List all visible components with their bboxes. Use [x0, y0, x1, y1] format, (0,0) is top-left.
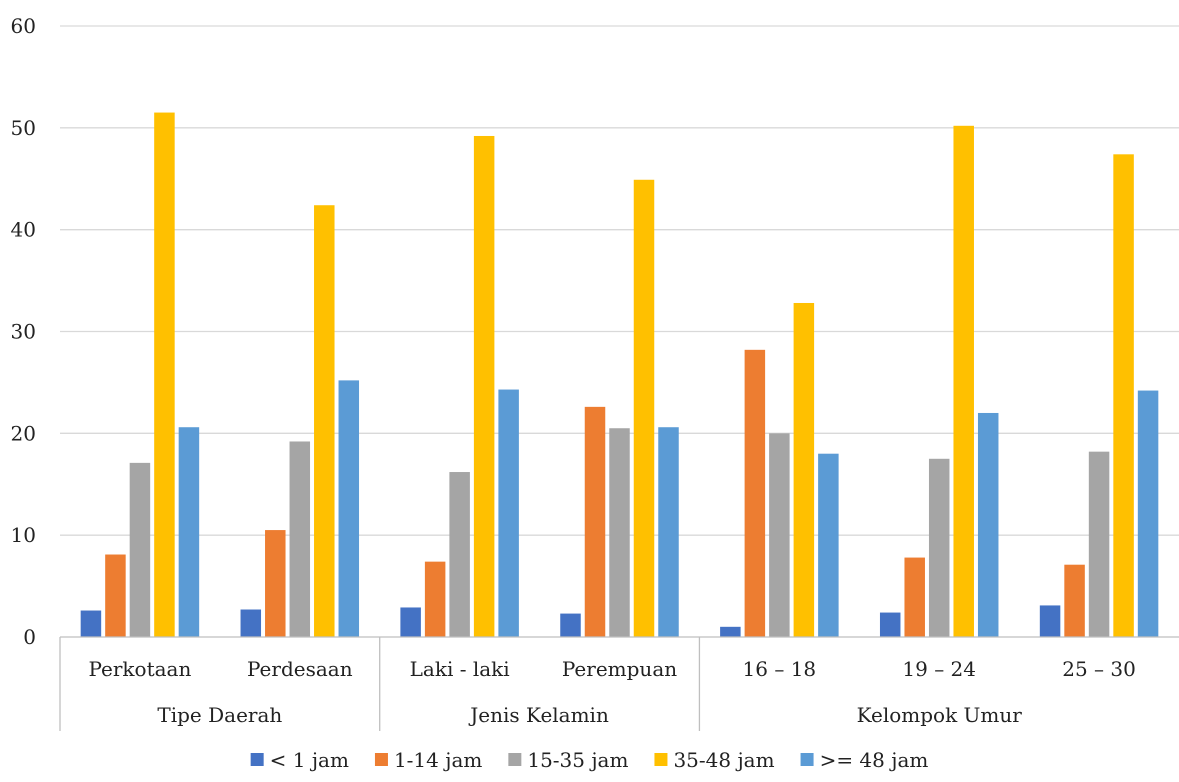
bar-25-30-15-35-jam [1088, 451, 1110, 637]
bar-19-24-1-jam [879, 612, 901, 637]
legend-swatch-1-jam [250, 753, 264, 766]
legend-label-48-jam: >= 48 jam [820, 748, 929, 772]
legend-swatch-48-jam [800, 753, 814, 766]
bar-perempuan-1-14-jam [584, 406, 606, 637]
bar-perdesaan-15-35-jam [289, 441, 311, 637]
bar-19-24-15-35-jam [928, 458, 950, 637]
group-label-kelompok-umur: Kelompok Umur [857, 703, 1023, 727]
group-label-jenis-kelamin: Jenis Kelamin [468, 703, 609, 727]
bar-16-18-35-48-jam [793, 302, 815, 637]
bars [80, 112, 1159, 638]
category-label-perempuan: Perempuan [562, 657, 677, 681]
bar-perkotaan-35-48-jam [154, 112, 175, 637]
y-tick-label-60: 60 [11, 14, 36, 38]
bar-25-30-1-14-jam [1064, 564, 1085, 637]
bar-perdesaan-35-48-jam [314, 205, 335, 637]
bar-perempuan-15-35-jam [609, 428, 630, 637]
y-tick-label-20: 20 [11, 421, 36, 445]
bar-19-24-48-jam [977, 412, 999, 637]
category-label-laki-laki: Laki - laki [410, 657, 510, 681]
bar-16-18-1-jam [720, 626, 741, 637]
bar-25-30-1-jam [1039, 605, 1061, 637]
legend-label-1-jam: < 1 jam [270, 748, 349, 772]
bar-laki-laki-15-35-jam [449, 472, 470, 637]
bar-perkotaan-48-jam [178, 427, 200, 637]
category-label-25-30: 25 – 30 [1062, 657, 1136, 681]
legend: < 1 jam 1-14 jam 15-35 jam 35-48 jam >= 48 j… [250, 748, 929, 772]
bar-perkotaan-1-jam [80, 610, 102, 637]
category-label-perkotaan: Perkotaan [88, 657, 191, 681]
bar-laki-laki-1-jam [400, 607, 421, 637]
bar-perkotaan-1-14-jam [105, 554, 126, 637]
category-label-16-18: 16 – 18 [743, 657, 817, 681]
bar-laki-laki-48-jam [498, 389, 519, 637]
x-axis [59, 636, 1179, 731]
bar-perdesaan-1-jam [240, 609, 262, 637]
bar-25-30-35-48-jam [1113, 154, 1134, 637]
bar-perkotaan-15-35-jam [129, 462, 151, 637]
legend-swatch-15-35-jam [508, 753, 522, 766]
bar-perempuan-35-48-jam [633, 179, 655, 638]
group-labels: Tipe Daerah Jenis Kelamin Kelompok Umur [157, 703, 1022, 727]
bar-perdesaan-1-14-jam [265, 530, 286, 637]
bar-16-18-15-35-jam [769, 433, 790, 637]
bar-perdesaan-48-jam [338, 380, 360, 637]
bar-25-30-48-jam [1137, 390, 1159, 637]
y-tick-label-10: 10 [11, 523, 36, 547]
category-label-19-24: 19 – 24 [902, 657, 976, 681]
y-tick-label-0: 0 [23, 625, 36, 649]
bar-19-24-1-14-jam [904, 557, 925, 637]
y-tick-label-30: 30 [11, 320, 36, 344]
legend-swatch-1-14-jam [374, 753, 388, 766]
bar-laki-laki-35-48-jam [473, 135, 495, 638]
y-axis-ticks: 0 10 20 30 40 50 60 [11, 14, 36, 649]
legend-label-35-48-jam: 35-48 jam [673, 748, 774, 772]
bar-perempuan-1-jam [560, 613, 581, 637]
y-tick-label-40: 40 [11, 218, 36, 242]
bar-19-24-35-48-jam [953, 125, 974, 638]
bar-16-18-48-jam [818, 453, 839, 637]
y-tick-label-50: 50 [11, 116, 36, 140]
legend-label-15-35-jam: 15-35 jam [527, 748, 628, 772]
bar-16-18-1-14-jam [744, 349, 766, 637]
legend-swatch-35-48-jam [654, 753, 668, 766]
category-label-perdesaan: Perdesaan [247, 657, 353, 681]
legend-label-1-14-jam: 1-14 jam [394, 748, 482, 772]
category-labels: Perkotaan Perdesaan Laki - laki Perempuan 16… [88, 657, 1135, 681]
bar-laki-laki-1-14-jam [424, 561, 446, 637]
group-label-tipe-daerah: Tipe Daerah [157, 703, 282, 727]
bar-perempuan-48-jam [658, 427, 679, 637]
